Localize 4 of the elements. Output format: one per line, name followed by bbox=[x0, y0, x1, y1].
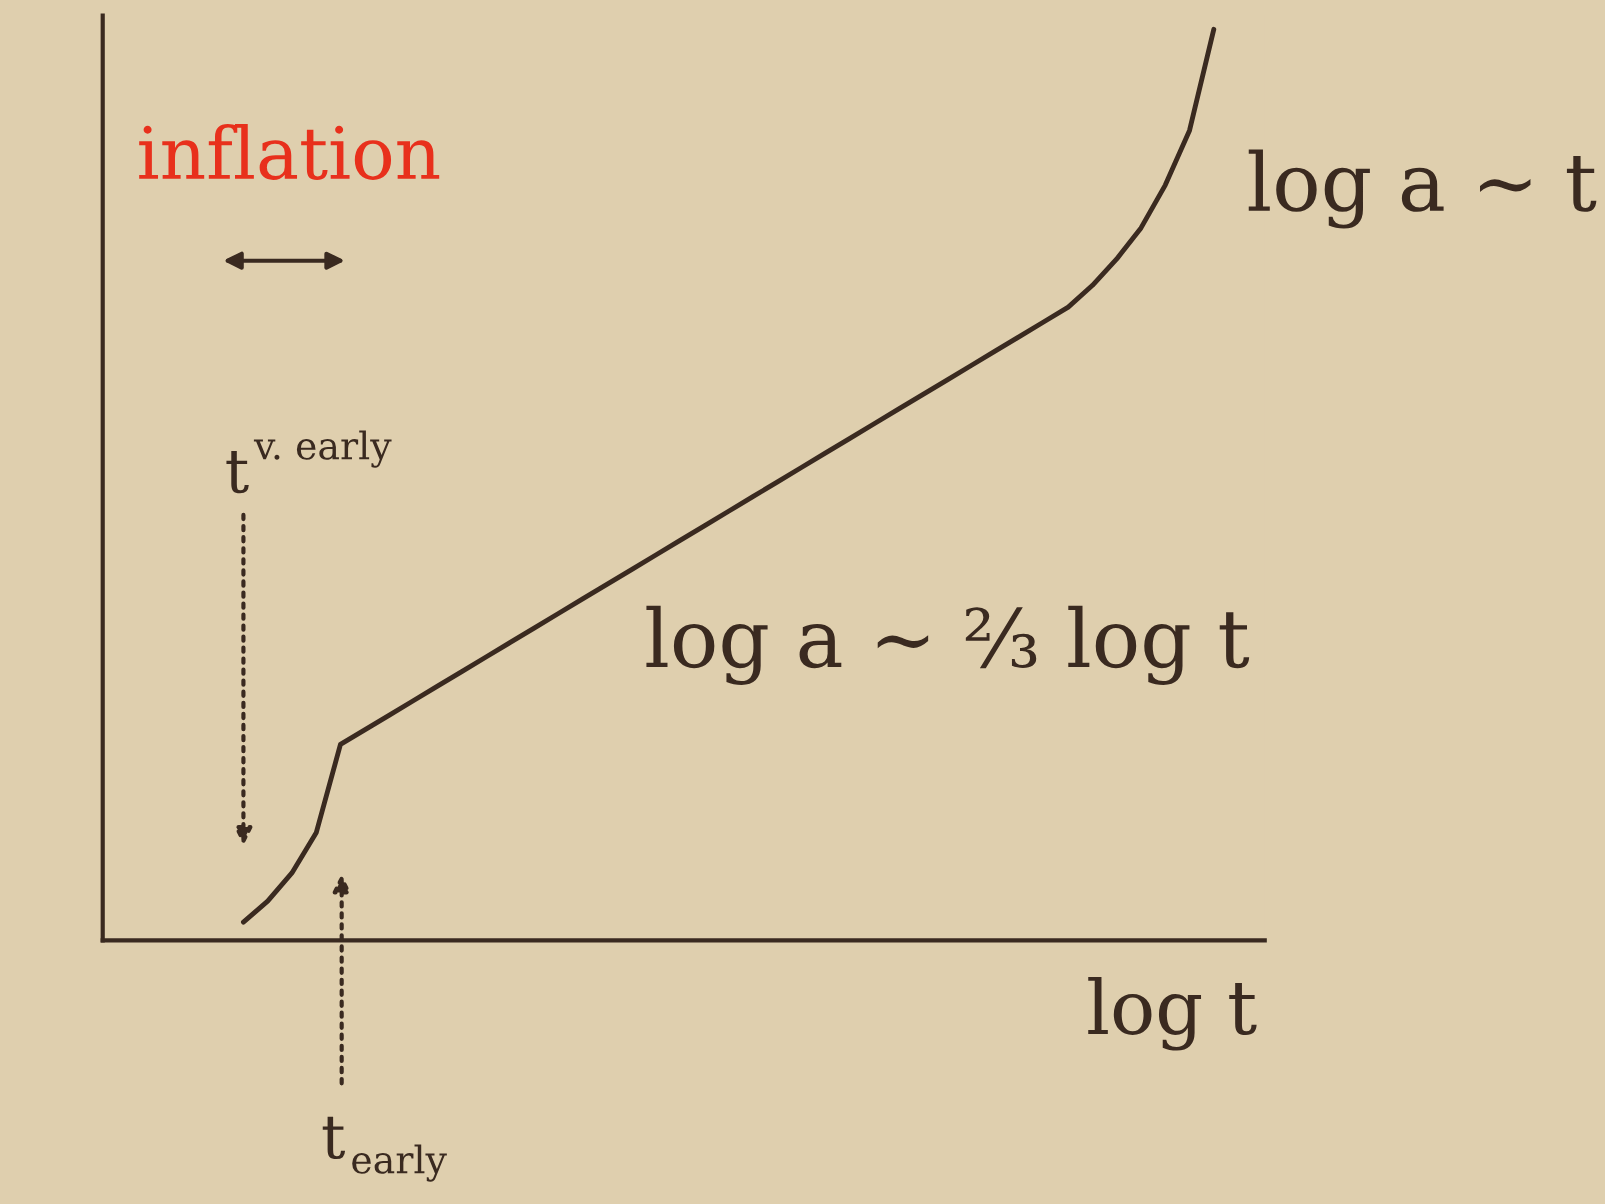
x-axis-title: log t bbox=[1088, 976, 1257, 1051]
annotation: log a ∼ ⅔ log t bbox=[646, 605, 1250, 685]
annotation: inflation bbox=[139, 123, 440, 180]
text: log a ∼ t bbox=[1248, 149, 1597, 229]
